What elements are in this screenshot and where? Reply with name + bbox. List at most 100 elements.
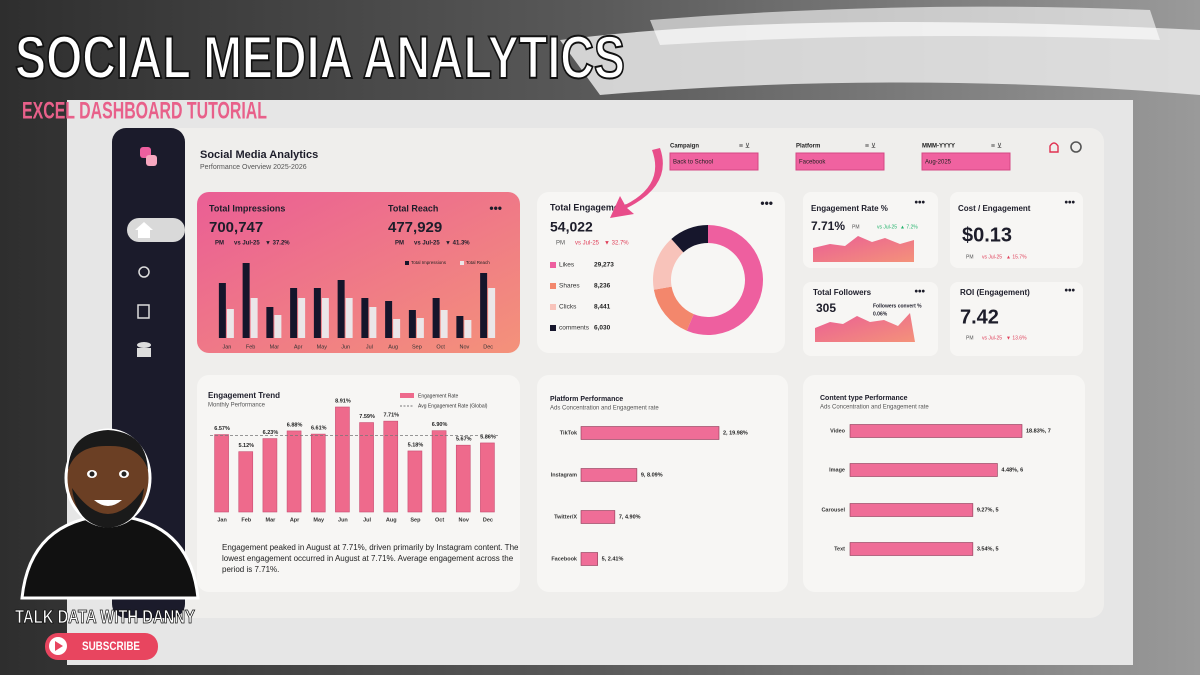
menu-dots[interactable]: ••• <box>914 287 925 298</box>
bar <box>455 444 471 513</box>
x-tick-label: May <box>313 517 325 523</box>
filter-icon[interactable]: ≡ ⊻ <box>991 142 1002 150</box>
pie-slice <box>686 225 763 335</box>
bar <box>369 307 377 338</box>
data-label: 6.88% <box>287 422 303 428</box>
bar <box>313 288 321 338</box>
x-tick-label: Jun <box>341 344 350 350</box>
kpi-value: 7.42 <box>960 306 999 328</box>
menu-dots[interactable]: ••• <box>914 198 925 209</box>
bar <box>849 542 974 556</box>
x-tick-label: Mar <box>270 344 280 350</box>
bar <box>849 424 1023 438</box>
filter-box[interactable] <box>669 152 759 171</box>
nav-network[interactable] <box>138 266 150 278</box>
data-label: 6.61% <box>311 426 327 432</box>
subscribe-button[interactable] <box>45 633 158 660</box>
kpi-note: Followers convert % <box>873 303 922 309</box>
data-label: 6.23% <box>263 430 279 436</box>
kpi-period: PM <box>215 241 224 247</box>
kpi-value: 700,747 <box>209 219 263 236</box>
kpi-label: Engagement Rate % <box>811 204 888 213</box>
x-tick-label: Mar <box>266 517 277 523</box>
bar <box>407 450 423 513</box>
data-label: 6.57% <box>214 426 230 432</box>
x-tick-label: Apr <box>294 344 303 350</box>
data-label: 5.67% <box>456 437 472 443</box>
kpi-compare: vs Jul-25 <box>575 241 600 247</box>
x-tick-label: Aug <box>386 517 397 523</box>
bar <box>298 298 306 338</box>
kpi-compare: vs Jul-25 <box>414 241 440 247</box>
x-tick-label: Jul <box>366 344 373 350</box>
note-line: Engagement peaked in August at 7.71%, dr… <box>222 543 519 552</box>
home-icon <box>135 222 153 238</box>
kpi-value: 477,929 <box>388 219 442 236</box>
legend-swatch <box>405 261 409 265</box>
presenter <box>20 428 200 600</box>
legend-label: comments <box>559 325 590 332</box>
data-label: 5, 2.41% <box>602 556 624 562</box>
kpi-change: ▼ 32.7% <box>604 241 629 247</box>
play-icon <box>55 641 63 651</box>
filter-icon[interactable]: ≡ ⊻ <box>739 142 750 150</box>
x-tick-label: Oct <box>435 517 444 523</box>
kpi-label: Total Followers <box>813 288 872 297</box>
bar <box>488 288 496 338</box>
chart-title: Content type Performance <box>820 395 908 402</box>
bar <box>226 309 234 338</box>
data-label: 4.48%, 6 <box>1001 467 1023 473</box>
nav-report[interactable] <box>137 304 150 319</box>
legend-label: Clicks <box>559 304 577 311</box>
data-label: 9, 8.09% <box>641 472 663 478</box>
data-label: 7.59% <box>359 414 375 420</box>
kpi-value: 305 <box>816 301 836 315</box>
menu-dots[interactable]: ••• <box>1064 286 1075 297</box>
bar <box>408 310 416 338</box>
data-label: 5.12% <box>238 443 254 449</box>
x-tick-label: Sep <box>412 344 422 350</box>
trend-card <box>197 375 520 592</box>
filter-label: MMM-YYYY <box>922 144 955 150</box>
bar <box>480 273 488 338</box>
bar <box>238 451 254 513</box>
bar <box>361 298 369 338</box>
x-tick-label: Jan <box>217 517 227 523</box>
channel-name: TALK DATA WITH DANNY <box>15 607 195 627</box>
data-label: 7, 4.90% <box>619 514 641 520</box>
kpi-value: 7.71% <box>811 219 845 233</box>
filter-value: Back to School <box>673 160 713 166</box>
kpi-period: PM <box>556 241 565 247</box>
bar <box>345 298 353 338</box>
x-tick-label: Oct <box>436 344 445 350</box>
bar <box>242 263 250 338</box>
kpi-compare: vs Jul-25 <box>982 335 1002 341</box>
bar <box>321 298 329 338</box>
thumbnail-subtitle: EXCEL DASHBOARD TUTORIAL <box>22 97 267 124</box>
filter-box[interactable] <box>795 152 885 171</box>
pie-slice <box>653 286 694 331</box>
filter-icon[interactable]: ≡ ⊻ <box>865 142 876 150</box>
kpi-change: ▼ 41.3% <box>445 241 470 247</box>
x-tick-label: Aug <box>388 344 398 350</box>
nav-data[interactable] <box>137 348 151 357</box>
menu-dots[interactable]: ••• <box>760 196 773 210</box>
legend-label: Avg Engagement Rate (Global) <box>418 403 488 409</box>
y-tick-label: Facebook <box>551 556 578 562</box>
bar <box>393 319 401 338</box>
brush-stroke <box>650 6 1160 46</box>
data-label: 29,273 <box>594 262 614 269</box>
logo <box>146 155 157 166</box>
nav-data[interactable] <box>137 342 151 348</box>
menu-dots[interactable]: ••• <box>489 201 502 215</box>
kpi-change: ▼ 37.2% <box>265 241 290 247</box>
x-tick-label: Jan <box>222 344 231 350</box>
filter-box[interactable] <box>921 152 1011 171</box>
bar <box>580 468 638 482</box>
bell-icon[interactable] <box>1049 142 1059 153</box>
data-label: 8,441 <box>594 304 611 311</box>
y-tick-label: Video <box>830 428 846 434</box>
menu-dots[interactable]: ••• <box>1064 198 1075 209</box>
x-tick-label: Nov <box>459 344 469 350</box>
settings-icon[interactable] <box>1070 141 1082 153</box>
